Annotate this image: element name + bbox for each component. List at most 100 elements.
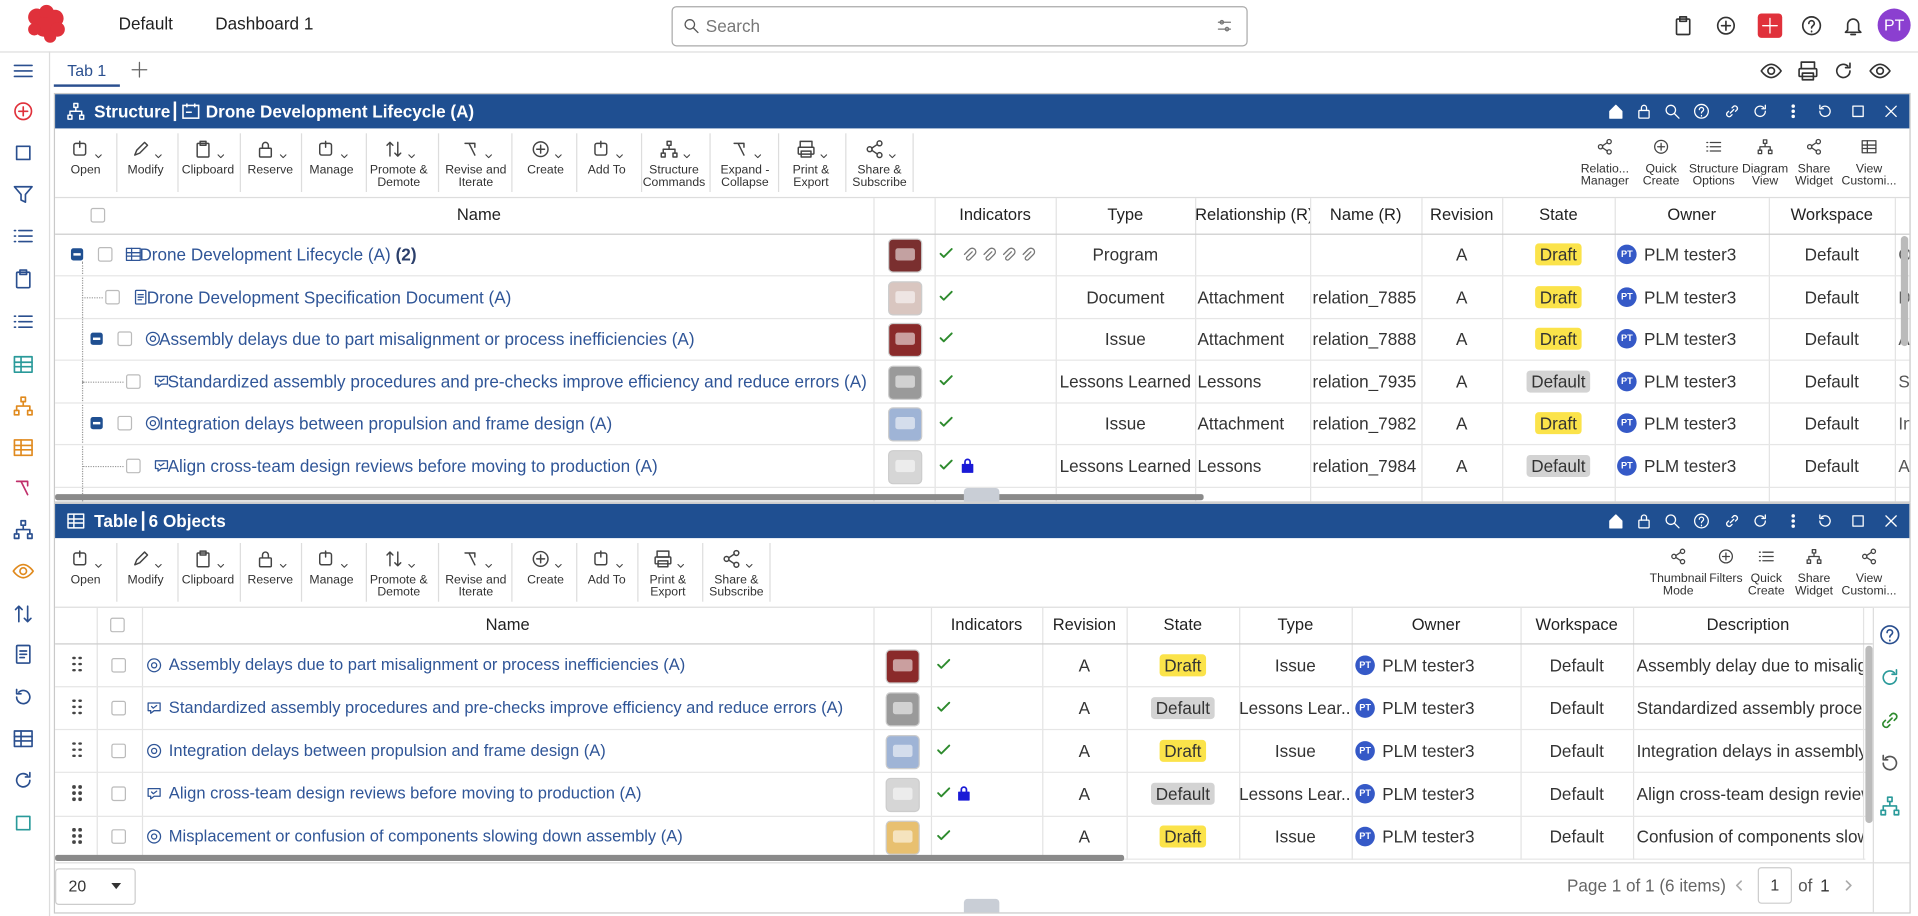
revision-cell: A	[1421, 284, 1502, 308]
indicator-lock	[955, 784, 972, 802]
checkbox[interactable]	[117, 332, 132, 347]
column-header[interactable]: Type	[1056, 203, 1195, 227]
column-header[interactable]: Workspace	[1520, 613, 1633, 637]
indicator-attachment-part	[1023, 248, 1034, 260]
revision-cell: A	[1421, 242, 1502, 266]
tree-toggle[interactable]	[91, 418, 103, 430]
sidebar-icon	[12, 686, 34, 708]
logo	[44, 31, 56, 43]
checkbox[interactable]	[111, 787, 126, 802]
search-box[interactable]: Search	[672, 6, 1248, 46]
toolbar-icon-part	[135, 552, 148, 565]
checkbox[interactable]	[126, 459, 141, 474]
checkbox[interactable]	[111, 700, 126, 715]
toolbar-button[interactable]: Manage	[295, 575, 368, 587]
column-header[interactable]: Type	[1239, 613, 1352, 637]
column-header[interactable]: Name	[70, 203, 888, 227]
toolbar-caret-part	[153, 560, 164, 571]
column-header[interactable]: Owner	[1615, 203, 1769, 227]
column-header[interactable]: Revision	[1421, 203, 1502, 227]
toolbar-button[interactable]: Print & Export	[774, 165, 847, 189]
type-cell: Issue	[1056, 411, 1195, 435]
toolbar-caret	[818, 146, 829, 157]
object-name[interactable]: Assembly delays due to part misalignment…	[169, 652, 685, 676]
drag-dot	[78, 668, 81, 671]
column-header[interactable]: State	[1502, 203, 1615, 227]
column-header[interactable]: Workspace	[1769, 203, 1895, 227]
column-header[interactable]: Owner	[1352, 613, 1521, 637]
toolbar-button[interactable]: Revise and Iterate	[439, 165, 512, 189]
dashboard-tab-item[interactable]: Tab 1	[67, 61, 106, 79]
drag-dot	[72, 834, 75, 837]
panel-action-part	[1727, 106, 1738, 117]
toolbar-button[interactable]: Promote & Demote	[362, 575, 435, 599]
object-name[interactable]: Integration delays between propulsion an…	[169, 739, 606, 763]
column-header[interactable]: Indicators	[935, 203, 1056, 227]
toolbar-button[interactable]: Promote & Demote	[362, 165, 435, 189]
toolbar-button[interactable]: Share & Subscribe	[700, 575, 773, 599]
column-header[interactable]: Name (R)	[1310, 203, 1421, 227]
column-header[interactable]: Description	[1633, 613, 1863, 637]
column-divider	[931, 608, 932, 860]
create-button[interactable]	[1758, 13, 1782, 37]
column-divider	[1352, 608, 1353, 860]
checkbox[interactable]	[98, 247, 113, 262]
panel: StructureDrone Development Lifecycle (A)…	[54, 93, 1911, 503]
checkbox[interactable]	[105, 289, 120, 304]
toolbar-button[interactable]: Structure Commands	[637, 165, 710, 189]
panel-icon	[66, 102, 86, 122]
toolbar-icon-part	[592, 139, 612, 159]
page-size-select[interactable]: 20	[55, 868, 136, 905]
toolbar-icon-part	[865, 139, 885, 159]
checkbox[interactable]	[117, 416, 132, 431]
toolbar-button[interactable]: Print & Export	[631, 575, 704, 599]
column-header[interactable]: Name	[142, 613, 873, 637]
indicator-attachment-part	[980, 246, 997, 263]
toolbar-caret-part	[278, 150, 289, 161]
dashboard-tab[interactable]: Dashboard 1	[215, 13, 313, 33]
drag-dot	[72, 748, 75, 751]
user-avatar[interactable]: PT	[1878, 9, 1911, 42]
tree-branch	[82, 297, 103, 298]
state-badge: Draft	[1159, 654, 1206, 676]
toolbar-button[interactable]: Revise and Iterate	[439, 575, 512, 599]
page-input[interactable]: 1	[1758, 867, 1792, 904]
column-header[interactable]: Relationship (R)	[1195, 203, 1310, 227]
search-placeholder: Search	[706, 16, 760, 36]
object-name[interactable]: Standardized assembly procedures and pre…	[169, 696, 843, 720]
v-scrollbar	[1901, 236, 1908, 346]
column-header[interactable]: State	[1127, 613, 1240, 637]
toolbar-button[interactable]: Manage	[295, 165, 368, 177]
toolbar-button[interactable]: Add To	[570, 165, 643, 177]
clipped-cell: In	[1898, 411, 1909, 435]
collapse-handle[interactable]	[964, 488, 999, 501]
sidebar-icon-part	[20, 568, 27, 575]
toolbar-button[interactable]: Share & Subscribe	[843, 165, 916, 189]
checkbox[interactable]	[111, 743, 126, 758]
toolbar-button[interactable]: Relatio... Manager	[1573, 164, 1637, 188]
workspace-tab[interactable]: Default	[119, 13, 173, 33]
thumbnail	[888, 450, 922, 484]
checkbox[interactable]	[126, 374, 141, 389]
tab-underline	[54, 84, 120, 86]
indicator-check-part	[938, 788, 949, 796]
column-header[interactable]: Indicators	[931, 613, 1042, 637]
workspace-cell: Default	[1769, 411, 1895, 435]
panel-action-part	[1607, 512, 1624, 529]
tree-toggle[interactable]	[71, 248, 83, 260]
checkbox[interactable]	[111, 830, 126, 845]
toolbar-button[interactable]: Expand - Collapse	[708, 165, 781, 189]
object-name[interactable]: Misplacement or confusion of components …	[169, 825, 683, 849]
toolbar-caret	[675, 555, 686, 566]
toolbar-button[interactable]: View Customi...	[1837, 164, 1901, 188]
name-r-cell: relation_7888	[1312, 327, 1416, 351]
toolbar-separator	[576, 133, 577, 192]
collapse-handle[interactable]	[964, 899, 999, 912]
checkbox[interactable]	[110, 618, 125, 633]
tree-toggle[interactable]	[91, 333, 103, 345]
object-name[interactable]: Align cross-team design reviews before m…	[169, 782, 642, 806]
toolbar-button[interactable]: View Customi...	[1837, 574, 1901, 598]
column-header[interactable]: Revision	[1042, 613, 1126, 637]
panel-action	[1752, 512, 1769, 529]
checkbox[interactable]	[111, 657, 126, 672]
